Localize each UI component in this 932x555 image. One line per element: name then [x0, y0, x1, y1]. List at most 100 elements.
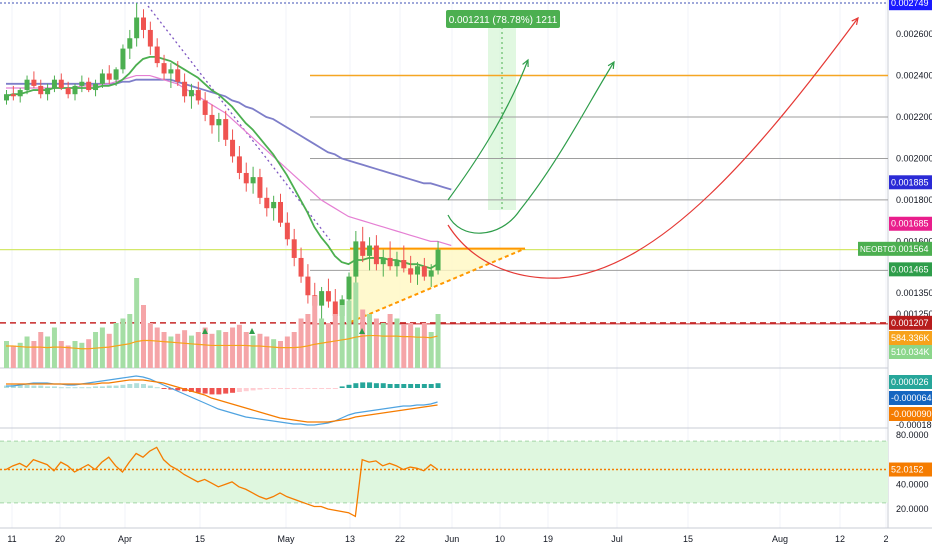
- rsi-tick-label: 40.0000: [896, 479, 929, 489]
- candle-body: [93, 83, 99, 91]
- volume-bar: [175, 333, 181, 368]
- macd-hist-bar: [373, 383, 379, 388]
- macd-hist-bar: [188, 388, 194, 392]
- candle-body: [216, 119, 222, 126]
- candle-body: [353, 241, 359, 277]
- projection-green-1-head: [522, 58, 529, 68]
- volume-bar: [154, 327, 160, 368]
- macd-hist-bar: [298, 388, 304, 389]
- macd-hist-bar: [17, 384, 23, 388]
- candle-body: [284, 222, 290, 240]
- volume-bar: [79, 342, 85, 368]
- candle-body: [257, 177, 263, 198]
- candle-body: [367, 245, 373, 256]
- macd-hist-bar: [86, 387, 92, 389]
- rsi-line: [5, 446, 438, 518]
- volume-bar: [257, 333, 263, 368]
- volume-tag-bg: [889, 345, 932, 359]
- candle-body: [291, 239, 297, 258]
- symbol-tag: NEOBTC: [860, 245, 894, 254]
- macd-hist-bar: [291, 388, 297, 389]
- price-tag: 0.001564: [891, 244, 929, 254]
- candle-body: [346, 276, 352, 300]
- candle-body: [271, 201, 277, 209]
- volume-bar: [325, 323, 331, 368]
- macd-hist-bar: [223, 388, 229, 394]
- volume-bar: [216, 330, 222, 368]
- volume-bar: [120, 318, 126, 368]
- macd-hist-bar: [209, 388, 215, 395]
- projection-green-1: [447, 59, 529, 201]
- macd-hist-bar: [271, 388, 277, 389]
- macd-hist-bar: [394, 384, 400, 388]
- volume-bar: [65, 345, 71, 368]
- volume-bar: [380, 323, 386, 368]
- volume-bar: [312, 296, 318, 368]
- projection-red: [447, 17, 859, 279]
- rsi-band: [0, 441, 888, 503]
- candle-body: [236, 156, 242, 173]
- projection-green-2: [447, 61, 615, 234]
- candle-body: [243, 172, 249, 184]
- macd-hist-bar: [278, 388, 283, 389]
- volume-bar: [127, 314, 133, 368]
- volume-bar: [182, 330, 188, 368]
- candle-body: [305, 276, 311, 296]
- volume-bar: [401, 324, 407, 368]
- candle-body: [17, 90, 23, 97]
- signal-marker: [202, 328, 208, 334]
- date-label: 10: [495, 534, 505, 544]
- measure-label-text: 0.001211 (78.78%) 1211: [449, 15, 558, 26]
- date-axis: 11 20 Apr 15 May 13 22 Jun 10 19 Jul 15 Aug 12 2: [7, 534, 888, 544]
- macd-hist-bar: [319, 388, 325, 389]
- volume-bar: [421, 323, 427, 368]
- volume-bar: [202, 327, 208, 368]
- volume-bar: [367, 314, 373, 368]
- volume-bar: [86, 339, 92, 368]
- macd-hist-bar: [58, 387, 64, 389]
- macd-hist-bar: [202, 388, 208, 394]
- macd-tag-bg: [889, 407, 932, 421]
- candle-body: [45, 87, 51, 95]
- macd-hist-bar: [65, 387, 71, 389]
- volume-bar: [230, 327, 236, 368]
- candle-body: [195, 90, 201, 101]
- macd-hist-bar: [435, 383, 441, 388]
- candle-body: [209, 114, 215, 126]
- price-tag-bg: [889, 315, 932, 330]
- candle-body: [72, 85, 78, 95]
- macd-hist-bar: [31, 385, 37, 388]
- macd-hist-bar: [4, 385, 9, 388]
- volume-bar: [305, 314, 311, 368]
- macd-hist-bar: [51, 386, 57, 388]
- volume-bar: [435, 314, 441, 368]
- candle-body: [298, 257, 304, 277]
- macd-hist-bar: [99, 386, 105, 388]
- candle-body: [223, 119, 229, 140]
- volume-bar: [93, 332, 99, 368]
- macd-hist-bar: [264, 388, 270, 389]
- candle-body: [380, 257, 386, 265]
- price-tag: 0.001685: [891, 219, 929, 229]
- macd-hist-bar: [401, 384, 407, 388]
- volume-bar: [373, 318, 379, 368]
- volume-bar: [264, 336, 270, 368]
- macd-hist-bar: [72, 387, 78, 389]
- candle-body: [325, 291, 331, 302]
- volume-bar: [360, 309, 366, 368]
- projection-arrows: [447, 16, 859, 279]
- price-tick-label: 0.002000: [896, 153, 932, 163]
- date-label: 11: [7, 534, 16, 544]
- candle-body: [415, 266, 420, 275]
- candle-body: [24, 79, 30, 91]
- volume-bar: [394, 318, 400, 368]
- volume-bar: [339, 305, 345, 368]
- macd-hist-bar: [38, 385, 44, 388]
- volume-bar: [195, 332, 201, 368]
- macd-tag: 0.000026: [891, 377, 929, 387]
- volume-bar: [17, 342, 23, 368]
- macd-hist-bar: [332, 388, 338, 389]
- symbol-tag-bg: [858, 241, 889, 256]
- volume-bar: [4, 341, 9, 368]
